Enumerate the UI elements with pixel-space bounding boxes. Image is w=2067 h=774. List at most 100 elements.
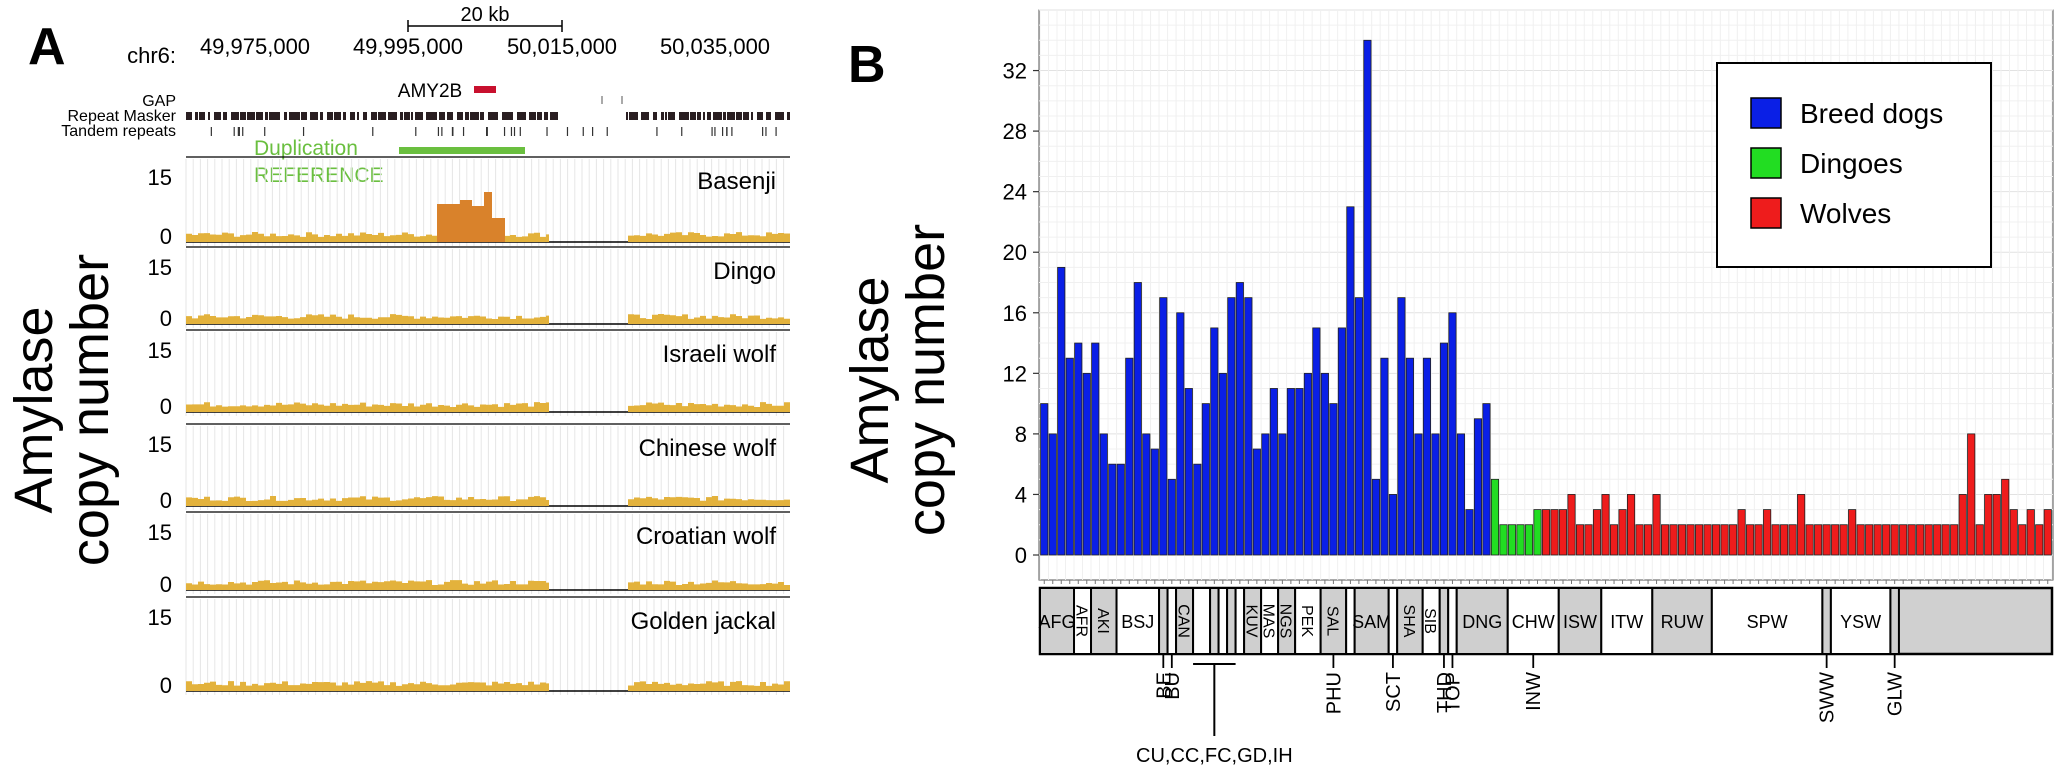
bar [1933, 524, 1942, 556]
callout-label: TOP [1442, 672, 1464, 713]
y-axis: 0 4 8 12 16 20 24 28 32 [1003, 59, 1039, 568]
chrom-label: chr6: [127, 43, 176, 68]
repeat-element [787, 112, 790, 120]
group-label: SAL [1323, 606, 1340, 636]
group-label: AFR [1073, 605, 1090, 637]
bar [1822, 524, 1831, 556]
repeat-element [707, 112, 711, 120]
bar [1320, 372, 1329, 556]
repeat-element [529, 112, 536, 120]
repeat-element [289, 112, 300, 120]
bar [1269, 388, 1278, 556]
group-cell [1600, 587, 1654, 655]
bar [1405, 357, 1414, 556]
bar [1218, 372, 1227, 556]
bar [1643, 524, 1653, 556]
bar [1337, 327, 1346, 556]
bar [1584, 524, 1593, 556]
duplication-coverage [437, 192, 505, 242]
repeat-element [426, 112, 437, 120]
group-label: SHA [1400, 605, 1417, 638]
bar [1184, 388, 1193, 556]
bar [1193, 463, 1202, 556]
group-label: SIB [1421, 608, 1438, 634]
bar [1678, 524, 1687, 556]
repeat-element [727, 112, 735, 120]
group-label: RUW [1661, 612, 1704, 632]
bar [1992, 494, 2001, 556]
bar [1133, 282, 1142, 556]
track-ymax-label: 15 [148, 338, 172, 363]
repeat-element [457, 112, 463, 120]
group-cell [1192, 587, 1212, 655]
legend-label-breed-dogs: Breed dogs [1800, 98, 1943, 129]
y-tick-label: 4 [1015, 482, 1027, 507]
track-label-repeat-masker: Repeat Masker [68, 108, 177, 125]
bar [1669, 524, 1678, 556]
repeat-element [641, 112, 649, 120]
group-cell [1651, 587, 1713, 655]
panel-b-ylabel-line1: Amylase [840, 276, 900, 483]
bar [1388, 494, 1397, 556]
bar [1074, 342, 1083, 556]
bar [1771, 524, 1780, 556]
y-tick-label: 20 [1003, 240, 1027, 265]
bar [1065, 357, 1074, 556]
coverage-fill [186, 402, 549, 412]
bar [1159, 297, 1168, 556]
bar [1746, 524, 1755, 556]
repeat-element [265, 112, 268, 120]
bar [1967, 433, 1976, 556]
tandem-repeats-track [210, 127, 777, 136]
bar [1924, 524, 1933, 556]
coverage-track: 15 0 Dingo [148, 246, 790, 331]
bar [2018, 524, 2027, 556]
repeat-element [378, 112, 386, 120]
repeat-element [661, 112, 664, 120]
bar [1150, 448, 1159, 556]
bar [1329, 403, 1338, 556]
repeat-element [231, 112, 239, 120]
repeat-element [223, 112, 227, 120]
bar [1814, 524, 1823, 556]
bar [1754, 524, 1763, 556]
group-label: ITW [1610, 612, 1643, 632]
callout-label: BU [1162, 672, 1184, 700]
position-label-3: 50,015,000 [507, 34, 617, 59]
bar [1950, 524, 1959, 556]
bar [1465, 509, 1474, 556]
track-ymax-label: 15 [148, 605, 172, 630]
bar [1057, 266, 1066, 556]
bar [1303, 372, 1312, 556]
track-ymin-label: 0 [160, 572, 172, 597]
panel-a-letter: A [28, 18, 66, 76]
bar [1516, 524, 1525, 556]
coverage-fill [628, 580, 790, 590]
bar [1448, 312, 1457, 556]
coverage-fill [628, 402, 790, 412]
bar [1780, 524, 1789, 556]
bar [1439, 342, 1449, 556]
repeat-element [447, 112, 453, 120]
group-label: CHW [1512, 612, 1555, 632]
group-label: ISW [1563, 612, 1597, 632]
bar [1907, 524, 1916, 556]
y-tick-label: 16 [1003, 301, 1027, 326]
bar [1091, 342, 1100, 556]
repeat-element [488, 112, 498, 120]
bar [1729, 524, 1738, 556]
bar [1278, 433, 1287, 556]
repeat-element [327, 112, 333, 120]
bar [1346, 206, 1355, 556]
repeat-element [537, 112, 542, 120]
bar [1958, 494, 1967, 556]
group-cell [1209, 587, 1220, 655]
coverage-fill [628, 681, 790, 691]
track-name-label: Golden jackal [631, 608, 776, 635]
group-label: AFG [1039, 612, 1076, 632]
repeat-element [703, 112, 705, 120]
repeat-element [502, 112, 513, 120]
y-tick-label: 8 [1015, 422, 1027, 447]
bar [1082, 372, 1091, 556]
